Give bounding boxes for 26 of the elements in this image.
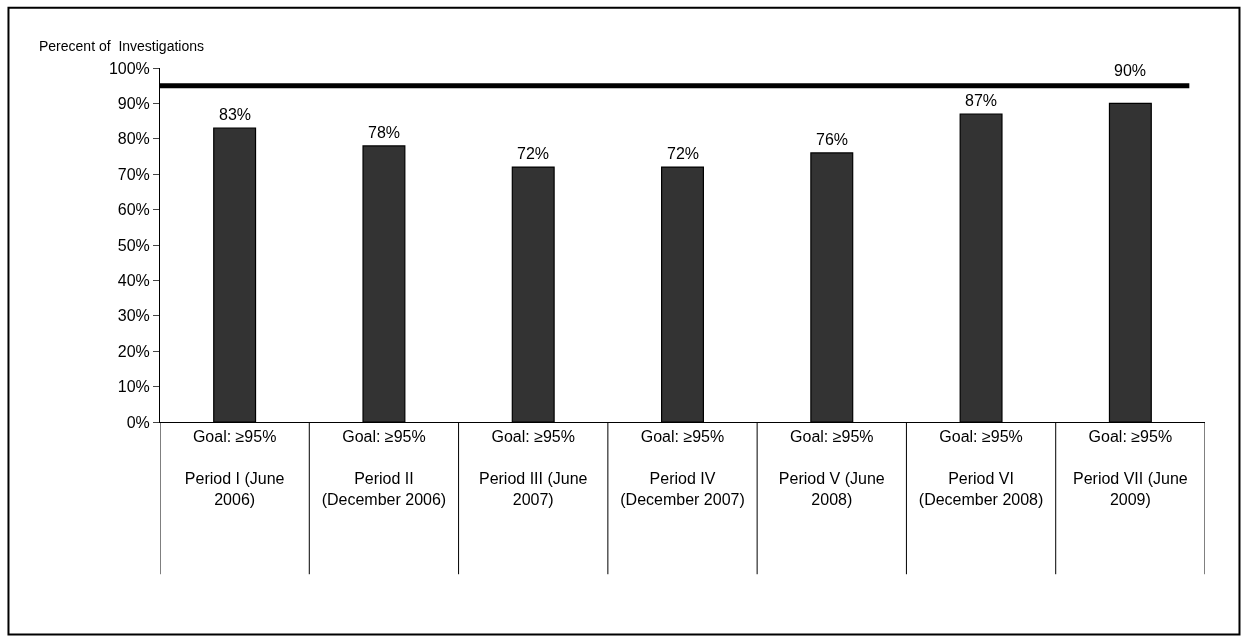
y-axis-title: Perecent of Investigations [39,38,204,54]
y-tick-label: 60% [117,201,150,219]
y-tick-label: 30% [117,307,150,325]
y-tick-label: 50% [117,236,150,254]
category-label: Goal: ≥95% Period VII (June 2009) [1072,428,1188,508]
category-label: Goal: ≥95% Period I (June 2006) [184,428,285,508]
y-tick-label: 90% [117,95,150,112]
data-label: 72% [667,145,700,162]
y-tick-label: 40% [117,272,150,289]
category-label: Goal: ≥95% Period III (June 2007) [478,428,588,508]
data-label: 87% [965,92,998,109]
y-tick-label: 10% [117,378,150,396]
data-label: 90% [1114,62,1147,79]
data-label: 78% [368,124,401,141]
category-label: Goal: ≥95% Period II (December 2006) [321,428,447,508]
y-tick-label: 100% [108,59,150,77]
y-tick-label: 80% [117,130,150,148]
data-label: 83% [219,106,252,123]
y-tick-label: 0% [126,413,150,431]
data-label: 76% [816,131,849,148]
y-tick-label: 20% [117,342,150,360]
category-label: Goal: ≥95% Period VI (December 2008) [918,428,1044,508]
y-tick-label: 70% [117,165,150,183]
category-label: Goal: ≥95% Period IV (December 2007) [620,428,745,508]
data-label: 72% [517,145,550,162]
category-label: Goal: ≥95% Period V (June 2008) [778,428,885,508]
